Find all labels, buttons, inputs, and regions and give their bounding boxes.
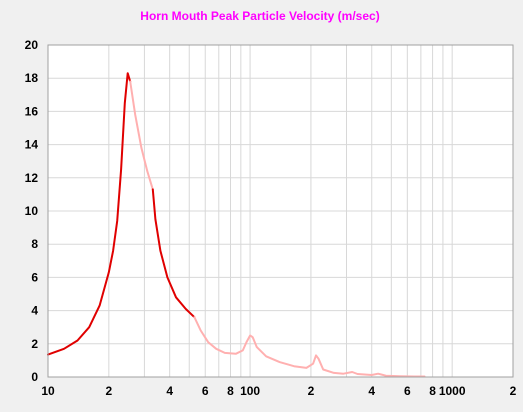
x-tick-label: 1000 — [439, 384, 466, 398]
y-tick-label: 12 — [25, 171, 39, 185]
y-tick-label: 6 — [31, 270, 38, 284]
x-tick-label: 4 — [166, 384, 173, 398]
series-segment-secondary — [129, 80, 154, 191]
grid — [48, 45, 513, 377]
x-tick-label: 2 — [308, 384, 315, 398]
y-axis-ticks: 0 2 4 6 8 10 12 14 16 18 20 — [25, 38, 39, 384]
y-tick-label: 20 — [25, 38, 39, 52]
velocity-series — [47, 72, 426, 378]
y-tick-label: 16 — [25, 104, 39, 118]
chart-title: Horn Mouth Peak Particle Velocity (m/sec… — [140, 9, 379, 23]
x-tick-label: 10 — [41, 384, 55, 398]
series-segment-primary — [47, 72, 132, 356]
x-tick-label: 2 — [510, 384, 517, 398]
series-segment-primary — [151, 188, 196, 319]
x-tick-label: 100 — [240, 384, 260, 398]
y-tick-label: 14 — [25, 138, 39, 152]
x-tick-label: 2 — [105, 384, 112, 398]
x-tick-label: 4 — [368, 384, 375, 398]
x-tick-label: 6 — [202, 384, 209, 398]
y-tick-label: 10 — [25, 204, 39, 218]
x-axis-ticks: 10 2 4 6 8 100 2 4 6 8 1000 2 — [41, 384, 516, 398]
x-tick-label: 6 — [404, 384, 411, 398]
y-tick-label: 4 — [31, 304, 38, 318]
x-tick-label: 8 — [227, 384, 234, 398]
y-tick-label: 8 — [31, 237, 38, 251]
plot-frame — [47, 44, 514, 378]
series-segment-secondary — [193, 316, 426, 378]
x-tick-label: 8 — [429, 384, 436, 398]
y-tick-label: 18 — [25, 71, 39, 85]
y-tick-label: 2 — [31, 337, 38, 351]
y-tick-label: 0 — [31, 370, 38, 384]
